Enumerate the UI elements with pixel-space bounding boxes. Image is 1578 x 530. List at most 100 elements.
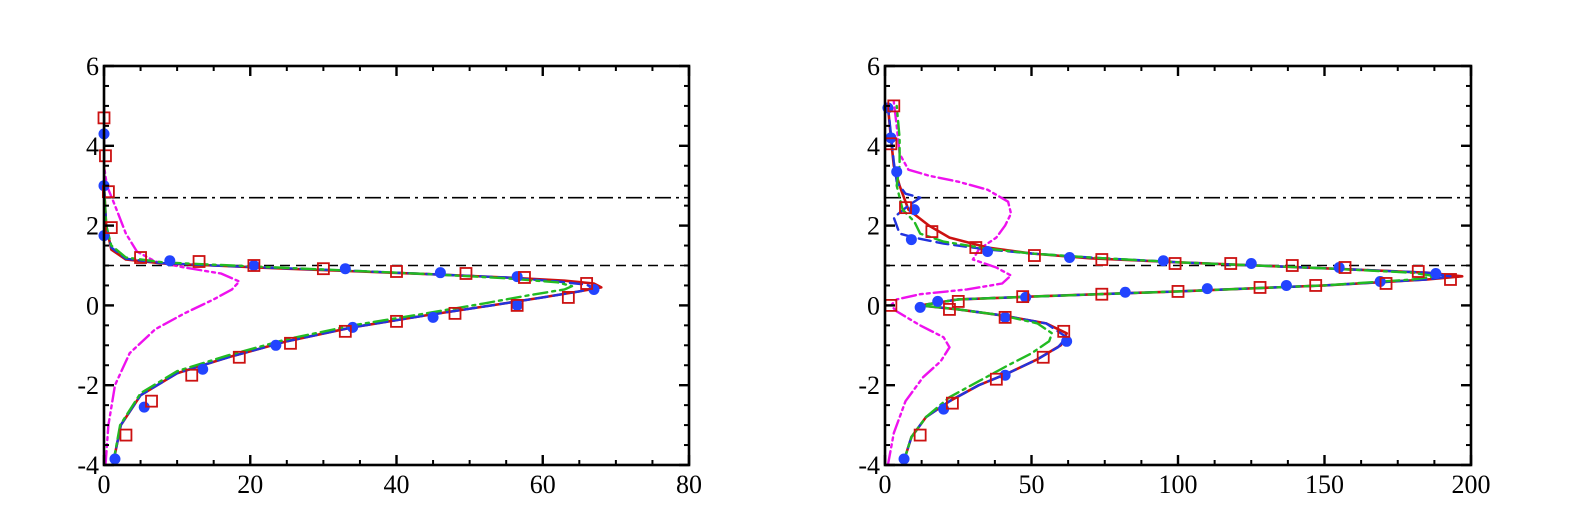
- marker-square: [316, 262, 330, 276]
- x-tick-label: 150: [1305, 470, 1344, 499]
- marker-square: [390, 314, 403, 328]
- marker-circle: [248, 260, 260, 271]
- marker-square: [899, 201, 912, 215]
- y-tick-label: -2: [858, 371, 880, 400]
- series-magenta-dashdotdot: [886, 100, 1013, 465]
- marker-circle: [891, 166, 903, 178]
- marker-circle: [270, 339, 282, 351]
- marker-circle: [982, 246, 994, 258]
- y-tick-label: -4: [77, 451, 99, 480]
- marker-circle: [511, 299, 523, 311]
- marker-circle: [347, 321, 359, 333]
- marker-circle: [138, 401, 150, 413]
- marker-square: [510, 298, 524, 312]
- marker-square: [1379, 277, 1393, 290]
- marker-circle: [511, 271, 523, 283]
- marker-circle: [427, 311, 439, 323]
- marker-square: [1095, 253, 1109, 266]
- y-tick-label: 0: [86, 291, 99, 320]
- marker-circle: [1201, 283, 1213, 295]
- marker-circle: [1157, 255, 1169, 267]
- marker-circle: [914, 301, 926, 313]
- marker-square: [561, 291, 575, 304]
- y-tick-label: 4: [86, 132, 99, 161]
- marker-circle: [1119, 286, 1131, 298]
- x-tick-label: 200: [1452, 470, 1491, 499]
- y-tick-label: -4: [858, 451, 880, 480]
- marker-circle: [164, 255, 176, 267]
- marker-square: [1253, 281, 1267, 294]
- x-tick-label: 60: [530, 470, 556, 499]
- marker-square: [951, 295, 965, 308]
- x-tick-label: 80: [676, 470, 702, 499]
- marker-square: [1036, 350, 1050, 364]
- y-tick-label: 2: [86, 212, 99, 241]
- y-tick-label: -2: [77, 371, 99, 400]
- marker-square: [518, 271, 531, 284]
- marker-circle: [109, 453, 121, 465]
- marker-square: [390, 265, 403, 278]
- marker-square: [1224, 257, 1238, 270]
- series-blue-dashed: [886, 104, 1452, 465]
- marker-circle: [197, 363, 209, 375]
- series-green-dashdot: [895, 104, 1437, 465]
- x-tick-label: 40: [384, 470, 410, 499]
- marker-circle: [588, 283, 600, 295]
- marker-square: [945, 396, 959, 410]
- marker-square: [1057, 324, 1071, 338]
- marker-square: [99, 149, 112, 163]
- marker-square: [998, 310, 1012, 324]
- marker-circle: [905, 234, 917, 246]
- marker-square: [185, 368, 199, 382]
- marker-circle: [932, 295, 944, 307]
- x-tick-label: 50: [1019, 470, 1045, 499]
- marker-square: [1411, 265, 1425, 278]
- marker-square: [1168, 257, 1182, 270]
- marker-square: [134, 251, 147, 264]
- y-tick-label: 4: [867, 132, 880, 161]
- marker-circle: [898, 453, 910, 465]
- marker-square: [119, 428, 133, 442]
- marker-square: [1309, 279, 1323, 292]
- marker-circle: [1430, 267, 1442, 279]
- marker-square: [580, 277, 594, 290]
- marker-square: [448, 306, 462, 320]
- y-tick-label: 0: [867, 291, 880, 320]
- marker-square: [232, 350, 246, 364]
- marker-square: [1285, 259, 1299, 272]
- marker-circle: [434, 267, 446, 279]
- marker-square: [1171, 285, 1185, 298]
- marker-square: [1444, 273, 1457, 286]
- y-tick-label: 6: [867, 52, 880, 81]
- marker-square: [247, 259, 261, 272]
- marker-circle: [1245, 258, 1257, 270]
- x-tick-label: 0: [98, 470, 111, 499]
- series-red-solid: [104, 104, 603, 465]
- marker-square: [104, 221, 118, 234]
- marker-square: [192, 255, 206, 268]
- marker-square: [459, 267, 473, 280]
- marker-square: [1028, 249, 1041, 262]
- marker-circle: [1061, 335, 1073, 347]
- marker-circle: [1064, 252, 1076, 264]
- marker-square: [913, 428, 927, 442]
- x-tick-label: 100: [1159, 470, 1198, 499]
- y-tick-label: 2: [867, 212, 880, 241]
- marker-square: [284, 336, 297, 350]
- marker-circle: [339, 263, 351, 275]
- series-magenta-dashdotdot: [104, 164, 241, 465]
- x-tick-label: 0: [879, 470, 892, 499]
- marker-square: [1338, 261, 1352, 274]
- marker-square: [989, 372, 1003, 386]
- marker-circle: [999, 311, 1011, 323]
- x-tick-label: 20: [237, 470, 263, 499]
- series-blue-dashed: [104, 104, 596, 465]
- marker-square: [943, 302, 956, 316]
- marker-square: [1016, 290, 1030, 304]
- y-tick-label: 6: [86, 52, 99, 81]
- marker-square: [969, 241, 983, 254]
- chart-left: 0 20 40 60 80 -4 -2 0 2 4 6: [77, 52, 702, 499]
- marker-square: [338, 324, 352, 338]
- chart-right: 0 50 100 150 200 -4 -2 0 2 4 6: [858, 52, 1490, 499]
